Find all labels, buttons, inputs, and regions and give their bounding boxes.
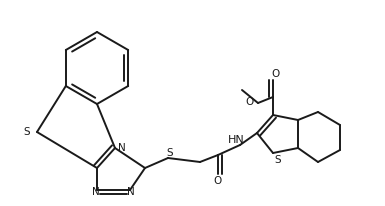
Text: N: N: [92, 187, 100, 197]
Text: S: S: [167, 148, 173, 158]
Text: O: O: [214, 176, 222, 186]
Text: O: O: [271, 69, 279, 79]
Text: S: S: [275, 155, 281, 165]
Text: S: S: [24, 127, 30, 137]
Text: N: N: [127, 187, 135, 197]
Text: HN: HN: [228, 135, 244, 145]
Text: O: O: [246, 97, 254, 107]
Text: N: N: [118, 143, 126, 153]
